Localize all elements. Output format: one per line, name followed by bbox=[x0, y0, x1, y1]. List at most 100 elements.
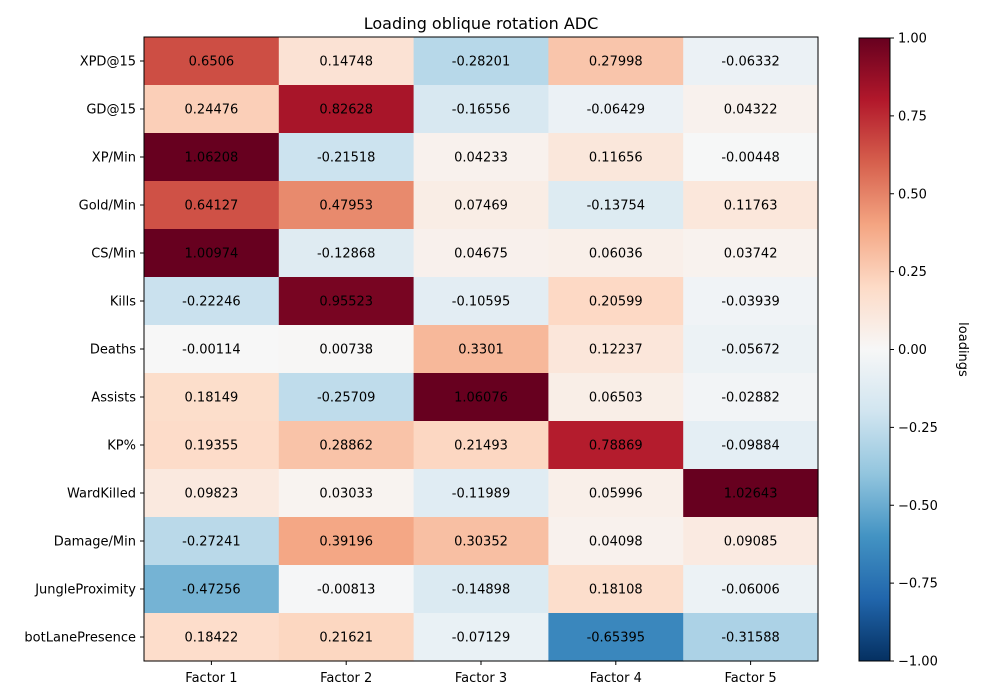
cell-value-label: 0.30352 bbox=[454, 535, 508, 550]
cell-value-label: -0.28201 bbox=[452, 55, 510, 70]
heatmap-cell bbox=[144, 613, 280, 662]
heatmap-cell bbox=[683, 85, 819, 134]
cell-value-label: 0.18422 bbox=[185, 631, 239, 646]
cell-value-label: 0.19355 bbox=[185, 439, 239, 454]
cell-value-label: -0.06429 bbox=[587, 103, 645, 118]
cell-value-label: 0.05996 bbox=[589, 487, 643, 502]
heatmap-cell bbox=[144, 325, 280, 374]
heatmap-cell bbox=[548, 85, 684, 134]
heatmap-cell bbox=[548, 37, 684, 86]
heatmap-cell bbox=[413, 421, 549, 470]
heatmap-cell bbox=[413, 37, 549, 86]
heatmap-cell bbox=[413, 469, 549, 518]
heatmap-cell bbox=[278, 565, 415, 614]
cell-value-label: 0.21621 bbox=[319, 631, 373, 646]
cell-value-label: -0.16556 bbox=[452, 103, 510, 118]
cell-value-label: -0.06006 bbox=[721, 583, 779, 598]
colorbar-tick-label: −0.25 bbox=[898, 421, 938, 436]
cell-value-label: 1.06076 bbox=[454, 391, 508, 406]
x-tick-label: Factor 5 bbox=[724, 671, 776, 686]
y-tick-label: JungleProximity bbox=[34, 583, 136, 598]
y-tick-label: GD@15 bbox=[86, 103, 136, 118]
heatmap-cell bbox=[278, 37, 415, 86]
cell-value-label: -0.22246 bbox=[182, 295, 240, 310]
y-tick-label: Assists bbox=[91, 391, 136, 406]
cell-value-label: 0.14748 bbox=[319, 55, 373, 70]
cell-value-label: 0.03742 bbox=[724, 247, 778, 262]
cell-value-label: 1.00974 bbox=[185, 247, 239, 262]
cell-value-label: 0.04675 bbox=[454, 247, 508, 262]
x-axis: Factor 1 Factor 2 Factor 3 Factor 4 Factor 5 bbox=[185, 661, 777, 686]
heatmap-cell bbox=[548, 469, 684, 518]
colorbar-tick-label: −0.75 bbox=[898, 577, 938, 592]
y-tick-label: XPD@15 bbox=[80, 55, 136, 70]
heatmap-cell bbox=[278, 181, 415, 230]
y-tick-label: Kills bbox=[110, 295, 136, 310]
cell-value-label: -0.12868 bbox=[317, 247, 375, 262]
cell-value-label: 0.20599 bbox=[589, 295, 643, 310]
heatmap-cell bbox=[413, 565, 549, 614]
x-tick-label: Factor 2 bbox=[320, 671, 372, 686]
cell-value-label: 1.06208 bbox=[185, 151, 239, 166]
heatmap-cell bbox=[413, 229, 549, 278]
y-tick-label: Damage/Min bbox=[54, 535, 136, 550]
cell-value-label: 0.6506 bbox=[189, 55, 235, 70]
heatmap-cell bbox=[278, 133, 415, 182]
cell-value-label: 0.39196 bbox=[319, 535, 373, 550]
colorbar-tick-label: 1.00 bbox=[898, 32, 927, 47]
heatmap-cell bbox=[683, 517, 819, 566]
cell-value-label: 0.11763 bbox=[724, 199, 778, 214]
cell-value-label: 0.11656 bbox=[589, 151, 643, 166]
heatmap-cell bbox=[683, 421, 819, 470]
cell-value-label: 0.28862 bbox=[319, 439, 373, 454]
cell-value-label: -0.03939 bbox=[721, 295, 779, 310]
heatmap-cell bbox=[144, 37, 280, 86]
colorbar-tick-label: 0.50 bbox=[898, 187, 927, 202]
heatmap-cell bbox=[144, 373, 280, 422]
cell-value-label: -0.05672 bbox=[721, 343, 779, 358]
plot-frame bbox=[143, 36, 819, 662]
heatmap-cell bbox=[413, 277, 549, 326]
cell-value-label: 0.04233 bbox=[454, 151, 508, 166]
y-tick-label: Gold/Min bbox=[79, 199, 136, 214]
colorbar-gradient bbox=[858, 37, 891, 662]
cell-value-label: 0.03033 bbox=[319, 487, 373, 502]
heatmap-cell bbox=[278, 277, 415, 326]
colorbar-tick-label: 0.00 bbox=[898, 343, 927, 358]
heatmap-cell bbox=[144, 229, 280, 278]
heatmap-cell bbox=[548, 517, 684, 566]
y-axis: XPD@15 GD@15 XP/Min Gold/Min CS/Min Kills Deat… bbox=[24, 55, 144, 646]
cell-value-label: 0.09823 bbox=[185, 487, 239, 502]
heatmap-cell bbox=[144, 181, 280, 230]
y-tick-label: Deaths bbox=[90, 343, 136, 358]
heatmap-cell bbox=[278, 325, 415, 374]
heatmap-cell bbox=[548, 421, 684, 470]
cell-value-label: -0.09884 bbox=[721, 439, 779, 454]
y-tick-label: WardKilled bbox=[67, 487, 136, 502]
heatmap-cell bbox=[144, 133, 280, 182]
cell-value-label: 0.95523 bbox=[319, 295, 373, 310]
cell-value-label: -0.11989 bbox=[452, 487, 510, 502]
cell-value-label: 0.82628 bbox=[319, 103, 373, 118]
heatmap-cell bbox=[278, 421, 415, 470]
cell-value-label: -0.00813 bbox=[317, 583, 375, 598]
cell-value-label: -0.00114 bbox=[182, 343, 240, 358]
heatmap-cell bbox=[683, 133, 819, 182]
heatmap-cell bbox=[278, 229, 415, 278]
x-tick-label: Factor 3 bbox=[455, 671, 507, 686]
colorbar-label: loadings bbox=[955, 322, 970, 377]
cell-value-label: -0.02882 bbox=[721, 391, 779, 406]
heatmap-cell bbox=[683, 277, 819, 326]
heatmap-cell bbox=[683, 181, 819, 230]
x-tick-label: Factor 4 bbox=[590, 671, 642, 686]
y-tick-label: botLanePresence bbox=[24, 631, 136, 646]
cell-value-label: -0.21518 bbox=[317, 151, 375, 166]
cell-value-label: 0.21493 bbox=[454, 439, 508, 454]
heatmap-cell bbox=[278, 517, 415, 566]
cell-value-label: -0.14898 bbox=[452, 583, 510, 598]
heatmap-cell bbox=[548, 277, 684, 326]
chart-title: Loading oblique rotation ADC bbox=[364, 14, 599, 33]
colorbar-tick-label: 0.75 bbox=[898, 109, 927, 124]
heatmap-cell bbox=[413, 325, 549, 374]
heatmap-cell bbox=[278, 85, 415, 134]
